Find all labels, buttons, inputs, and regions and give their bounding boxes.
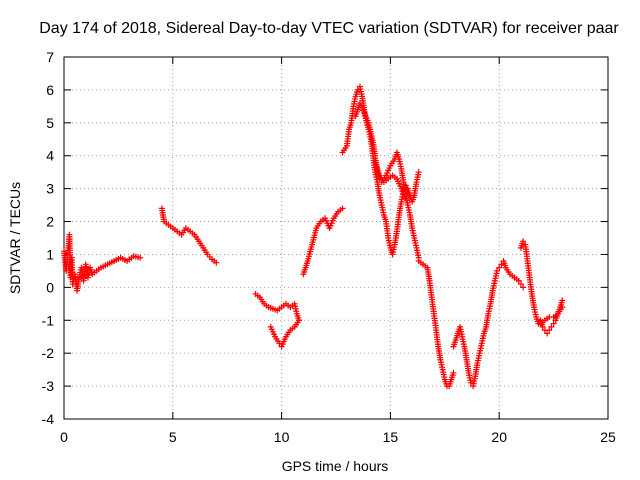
data-point [213, 259, 220, 266]
data-point [137, 254, 144, 261]
y-tick-label: 1 [46, 246, 54, 262]
data-point [515, 277, 522, 284]
data-point [520, 284, 527, 291]
x-tick-label: 20 [491, 429, 507, 445]
x-tick-label: 25 [600, 429, 616, 445]
y-tick-label: 4 [46, 148, 54, 164]
x-tick-label: 15 [383, 429, 399, 445]
grid-lines [64, 57, 608, 419]
x-tick-label: 10 [274, 429, 290, 445]
y-tick-label: -3 [42, 378, 55, 394]
data-point [550, 320, 557, 327]
data-point [520, 238, 527, 245]
data-point [296, 317, 303, 324]
y-tick-label: -2 [42, 345, 55, 361]
x-tick-label: 5 [169, 429, 177, 445]
data-point [498, 261, 505, 268]
y-tick-label: 5 [46, 115, 54, 131]
data-point [494, 267, 501, 274]
data-point [548, 323, 555, 330]
y-tick-label: 2 [46, 214, 54, 230]
data-point [467, 379, 474, 386]
y-tick-label: -1 [42, 312, 55, 328]
data-point [354, 86, 361, 93]
data-point [402, 195, 409, 202]
y-axis-label: SDTVAR / TECUs [7, 182, 23, 294]
data-point [496, 264, 503, 271]
plot-frame [63, 56, 609, 420]
y-axis-ticks: -4 -3 -2 -1 0 1 2 3 4 5 6 7 [42, 49, 608, 427]
data-point [546, 327, 553, 334]
y-tick-label: -4 [42, 411, 55, 427]
data-point [339, 205, 346, 212]
x-tick-label: 0 [60, 429, 68, 445]
y-tick-label: 7 [46, 49, 54, 65]
data-points [61, 83, 566, 390]
y-tick-label: 3 [46, 181, 54, 197]
data-point [517, 281, 524, 288]
x-axis-label: GPS time / hours [282, 458, 389, 474]
y-tick-label: 6 [46, 82, 54, 98]
data-point [415, 169, 422, 176]
data-point [450, 369, 457, 376]
data-point [544, 330, 551, 337]
data-point [559, 297, 566, 304]
data-point [276, 340, 283, 347]
y-tick-label: 0 [46, 279, 54, 295]
x-axis-ticks: 0 5 10 15 20 25 [60, 57, 616, 445]
data-point [559, 304, 566, 311]
chart-title: Day 174 of 2018, Sidereal Day-to-day VTE… [39, 20, 619, 37]
